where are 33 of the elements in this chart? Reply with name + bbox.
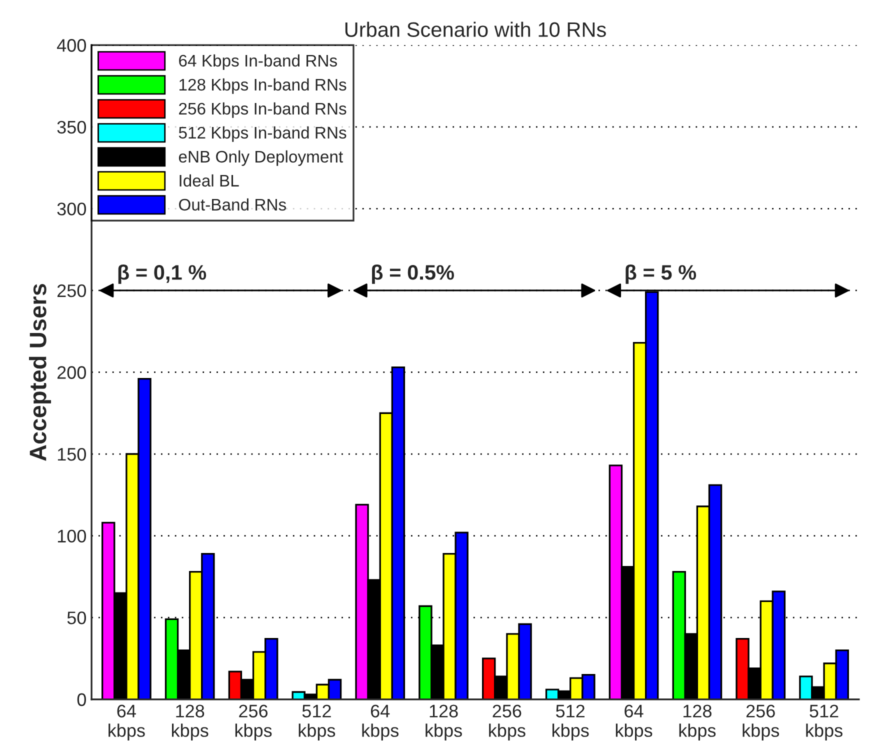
x-tick-label: 128 kbps bbox=[679, 704, 716, 740]
legend-label: Ideal BL bbox=[180, 174, 239, 187]
x-tick-label: 64 kbps bbox=[616, 704, 652, 740]
x-tick-label: 256 kbps bbox=[489, 704, 526, 740]
annotation: β = 0,1 % bbox=[118, 264, 206, 284]
x-tick-label: 64 kbps bbox=[108, 704, 145, 740]
y-tick-label: 200 bbox=[57, 366, 86, 379]
x-tick-label: 64 kbps bbox=[362, 704, 399, 740]
x-tick-label: 512 kbps bbox=[552, 704, 589, 740]
y-tick-label: 300 bbox=[57, 202, 86, 216]
legend-label: Out-Band RNs bbox=[179, 198, 286, 211]
legend-label: 256 Kbps In-band RNs bbox=[179, 102, 346, 118]
y-tick-label: 50 bbox=[67, 612, 86, 624]
x-tick-label: 128 kbps bbox=[172, 704, 208, 740]
x-tick-label: 512 kbps bbox=[298, 704, 336, 740]
y-tick-label: 250 bbox=[57, 284, 86, 298]
y-tick-label: 350 bbox=[57, 120, 86, 134]
legend-label: 512 Kbps In-band RNs bbox=[178, 126, 346, 142]
annotation: β = 0.5% bbox=[372, 264, 454, 284]
y-tick-label: 0 bbox=[77, 693, 86, 706]
legend-label: 128 Kbps In-band RNs bbox=[179, 78, 346, 94]
x-tick-label: 128 kbps bbox=[426, 704, 462, 740]
annotation: β = 5 % bbox=[626, 264, 696, 284]
y-tick-label: 150 bbox=[58, 448, 86, 461]
y-tick-label: 400 bbox=[56, 39, 86, 52]
x-tick-label: 512 kbps bbox=[806, 704, 842, 740]
legend-label: 64 Kbps In-band RNs bbox=[179, 54, 337, 70]
x-tick-label: 256 kbps bbox=[742, 704, 780, 740]
x-tick-label: 256 kbps bbox=[235, 704, 272, 740]
chart-title: Urban Scenario with 10 RNs bbox=[345, 22, 606, 37]
legend-label: eNB Only Deployment bbox=[178, 150, 343, 166]
y-tick-label: 100 bbox=[58, 530, 86, 543]
y-axis-title: Accepted Users bbox=[29, 284, 52, 461]
